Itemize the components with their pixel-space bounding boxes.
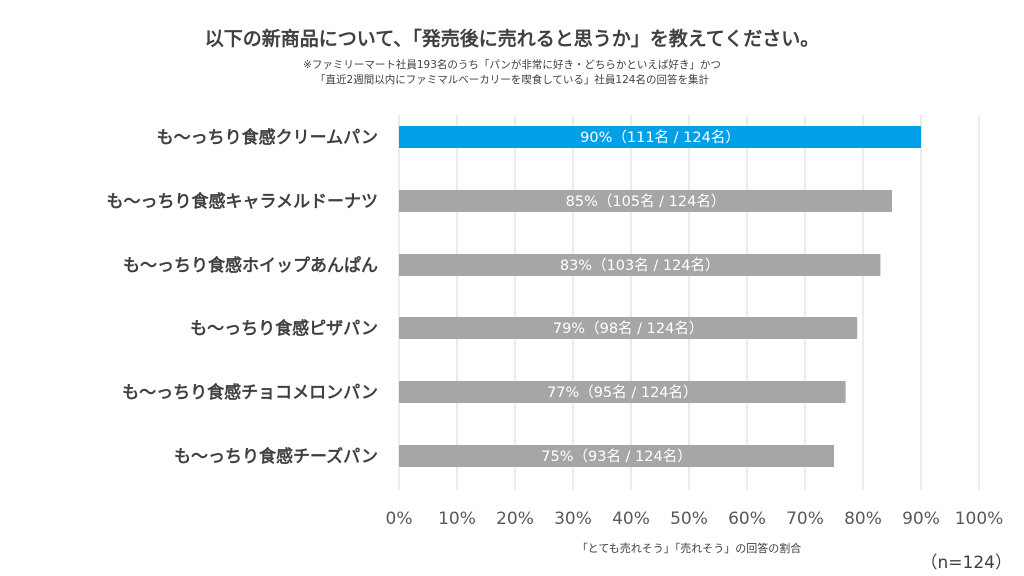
x-tick-label: 20% [496,509,534,529]
x-axis-label: 「とても売れそう」「売れそう」の回答の割合 [576,542,802,555]
bar [399,445,834,467]
bar [399,254,881,276]
category-label: も～っちり食感キャラメルドーナツ [107,191,379,212]
x-tick-label: 100% [955,509,1004,529]
chart-subtitle-1: ※ファミリーマート社員193名のうち「パンが非常に好き・どちらかといえば好き」か… [303,59,721,71]
x-tick-label: 0% [386,509,413,529]
sample-size-note: （n=124） [920,553,1012,573]
x-tick-label: 40% [612,509,650,529]
data-label: 83%（103名 / 124名） [560,257,720,274]
data-label: 90%（111名 / 124名） [580,129,740,146]
data-label: 79%（98名 / 124名） [553,320,703,337]
bar [399,381,846,403]
data-label: 85%（105名 / 124名） [566,193,726,210]
x-tick-label: 30% [554,509,592,529]
data-label: 75%（93名 / 124名） [541,448,691,465]
category-label: も～っちり食感チョコメロンパン [122,382,378,403]
chart-title: 以下の新商品について、「発売後に売れると思うか」を教えてください。 [204,28,820,50]
x-tick-label: 10% [438,509,476,529]
category-label: も～っちり食感クリームパン [157,127,378,148]
bar [399,190,892,212]
category-label: も～っちり食感ピザパン [190,318,378,339]
x-tick-label: 90% [902,509,940,529]
bar [399,126,921,148]
category-label: も～っちり食感チーズパン [174,446,378,467]
chart-subtitle-2: 「直近2週間以内にファミマルベーカリーを喫食している」社員124名の回答を集計 [315,74,709,86]
x-tick-label: 60% [728,509,766,529]
x-tick-label: 50% [670,509,708,529]
category-label: も～っちり食感ホイップあんぱん [123,255,378,276]
bar [399,317,858,339]
data-label: 77%（95名 / 124名） [547,384,697,401]
x-tick-label: 80% [844,509,882,529]
x-tick-label: 70% [786,509,824,529]
